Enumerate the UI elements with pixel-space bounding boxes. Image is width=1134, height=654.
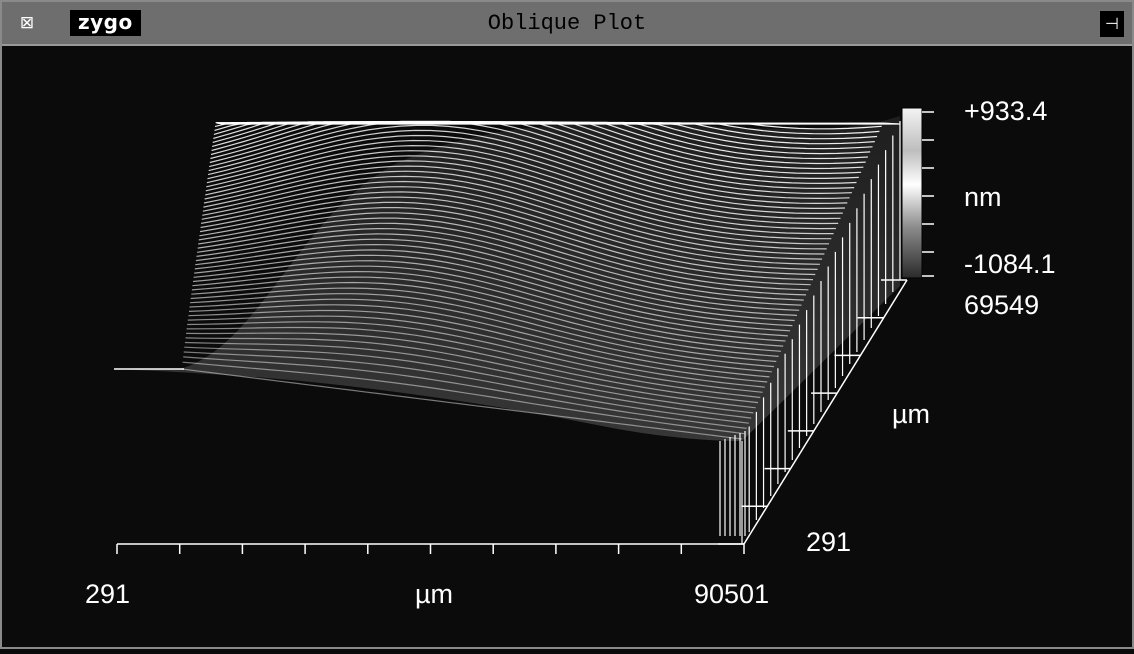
window-menu-icon[interactable]: ⊠ [19,13,35,33]
z-scale-max-label: +933.4 [964,96,1047,126]
y-axis-max-label: 69549 [964,290,1039,320]
surface-front-wall [719,431,746,536]
window-title: Oblique Plot [487,11,647,36]
surface-mesh [114,116,901,544]
z-color-scale: +933.4 nm -1084.1 [901,96,1056,279]
y-axis-min-label: 291 [806,527,851,557]
y-axis-unit-label: µm [892,399,930,429]
oblique-surface-plot: 291 µm 90501 291 µm 69549 [85,96,1056,609]
z-scale-unit-label: nm [964,182,1002,212]
plot-area: 291 µm 90501 291 µm 69549 [2,46,1132,649]
zygo-logo: zygo [70,10,141,36]
pin-icon[interactable]: ⊣ [1100,11,1124,37]
title-bar[interactable]: ⊠ zygo Oblique Plot ⊣ [2,2,1132,46]
z-scale-min-label: -1084.1 [964,249,1056,279]
x-axis-min-label: 291 [85,579,130,609]
x-axis-max-label: 90501 [694,579,769,609]
x-axis: 291 µm 90501 [85,543,769,609]
y-axis: 291 µm 69549 [718,279,1039,557]
x-axis-unit-label: µm [415,579,453,609]
